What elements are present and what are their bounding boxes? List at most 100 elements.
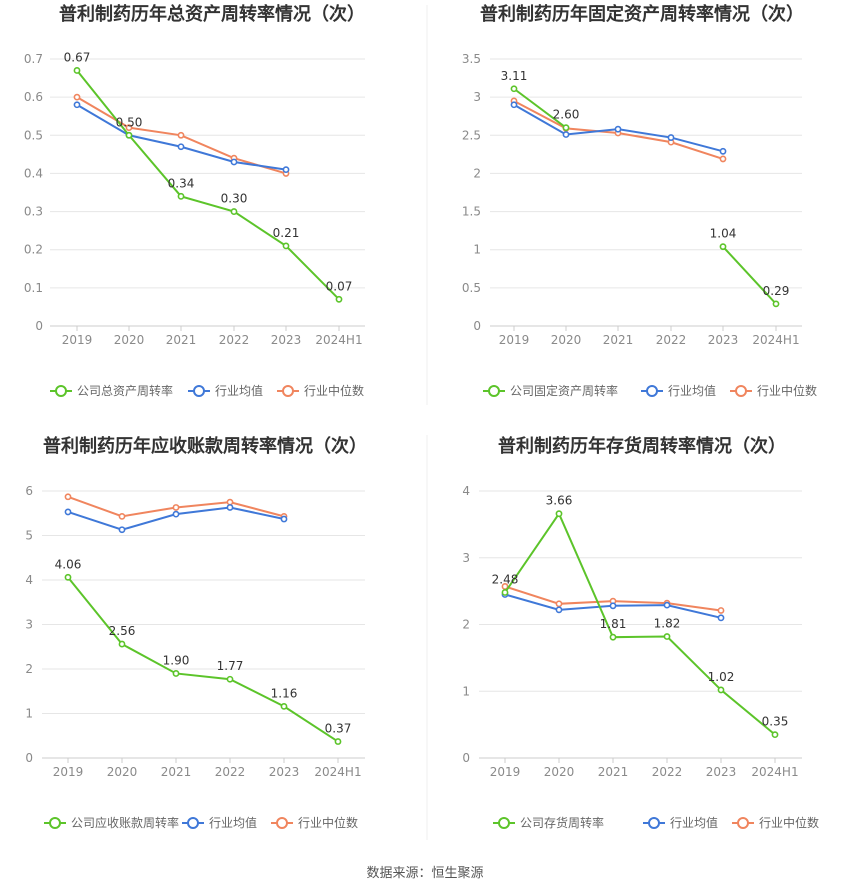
data-label: 2.48 (492, 572, 519, 586)
y-tick-label: 1 (462, 684, 470, 698)
data-label: 2.56 (109, 624, 136, 638)
data-label: 1.90 (163, 653, 190, 667)
y-tick-label: 5 (25, 529, 33, 543)
legend-marker-average (646, 385, 658, 397)
series-line-company (67, 576, 339, 743)
data-point-company (230, 208, 238, 215)
data-label: 0.07 (326, 279, 353, 293)
x-tick-label: 2022 (652, 765, 683, 779)
legend-label-median: 行业中位数 (304, 383, 364, 398)
x-tick-label: 2020 (114, 333, 145, 347)
legend-label-company: 公司总资产周转率 (77, 383, 173, 398)
data-point-company (282, 242, 290, 250)
legend-marker-median (735, 385, 747, 397)
data-point-average (562, 131, 570, 138)
data-label: 2.60 (553, 108, 580, 122)
data-point-average (280, 515, 288, 523)
data-point-average (667, 134, 675, 141)
x-tick-label: 2022 (656, 333, 687, 347)
x-tick-label: 2020 (551, 333, 582, 347)
data-point-company (510, 85, 518, 93)
data-point-company (717, 686, 725, 694)
x-tick-label: 2023 (708, 333, 739, 347)
data-point-company (335, 295, 343, 303)
data-label: 1.02 (708, 670, 735, 684)
y-tick-label: 0.5 (24, 128, 43, 142)
y-tick-label: 1 (25, 707, 33, 721)
legend-marker-median (737, 817, 749, 829)
data-point-median (719, 155, 727, 163)
legend-marker-company (55, 385, 67, 397)
data-point-average (226, 504, 234, 511)
data-point-average (64, 508, 72, 516)
legend-label-average: 行业均值 (209, 815, 257, 830)
y-tick-label: 2.5 (462, 128, 481, 142)
x-tick-label: 2024H1 (751, 765, 798, 779)
data-label: 1.16 (271, 686, 298, 700)
data-point-median (717, 607, 725, 614)
data-point-company (280, 702, 288, 710)
data-point-median (226, 498, 234, 506)
x-tick-label: 2021 (603, 333, 634, 347)
x-tick-label: 2019 (490, 765, 521, 779)
data-point-company (609, 633, 617, 641)
data-label: 1.82 (654, 617, 681, 631)
data-point-median (501, 583, 509, 590)
data-label: 1.77 (217, 659, 244, 673)
data-point-average (717, 614, 725, 622)
chart-title: 普利制药历年固定资产周转率情况（次） (480, 3, 804, 25)
data-label: 0.35 (762, 715, 789, 729)
x-tick-label: 2019 (499, 333, 530, 347)
y-tick-label: 1.5 (462, 205, 481, 219)
data-point-company (555, 510, 563, 518)
data-label: 4.06 (55, 557, 82, 571)
data-point-average (614, 125, 622, 133)
y-tick-label: 2 (25, 662, 33, 676)
data-label: 3.11 (501, 69, 528, 83)
y-tick-label: 4 (462, 484, 470, 498)
data-point-average (510, 101, 518, 109)
data-label: 1.81 (600, 617, 627, 631)
y-tick-label: 3 (25, 618, 33, 632)
data-point-average (230, 158, 238, 166)
legend-label-average: 行业均值 (668, 383, 716, 398)
chart-panel-1: 普利制药历年总资产周转率情况（次） 0 0.1 0.2 0.3 0.4 0.5 0.6 0.7 2… (24, 3, 365, 398)
y-tick-label: 4 (25, 573, 33, 587)
x-tick-label: 2024H1 (315, 333, 362, 347)
x-tick-label: 2021 (161, 765, 192, 779)
data-point-median (118, 512, 126, 520)
series-line-company (722, 245, 777, 305)
x-tick-label: 2021 (598, 765, 629, 779)
legend-marker-company (488, 385, 500, 397)
legend-label-company: 公司应收账款周转率 (71, 815, 179, 830)
data-point-company (501, 589, 509, 596)
y-tick-label: 3 (462, 551, 470, 565)
data-label: 0.67 (64, 50, 91, 64)
legend-marker-company (49, 817, 61, 829)
y-tick-label: 0 (462, 751, 470, 765)
legend-marker-average (193, 385, 205, 397)
y-tick-label: 0.4 (24, 166, 43, 180)
data-point-median (73, 93, 81, 101)
x-tick-label: 2019 (62, 333, 93, 347)
data-point-median (125, 124, 133, 132)
data-label: 0.34 (168, 176, 195, 190)
series-line-company (76, 69, 340, 301)
data-point-median (555, 600, 563, 608)
x-tick-label: 2023 (706, 765, 737, 779)
chart-title: 普利制药历年存货周转率情况（次） (498, 435, 786, 457)
chart-panel-2: 普利制药历年固定资产周转率情况（次） 0 0.5 1 1.5 2 2.5 3 3.5 2019 20… (462, 3, 817, 398)
x-tick-label: 2023 (269, 765, 300, 779)
data-point-average (118, 526, 126, 534)
series-line-company (504, 511, 776, 736)
y-tick-label: 0.1 (24, 281, 43, 295)
data-point-company (562, 124, 570, 132)
x-tick-label: 2022 (219, 333, 250, 347)
y-tick-label: 0 (473, 319, 481, 333)
x-tick-label: 2024H1 (314, 765, 361, 779)
x-tick-label: 2020 (544, 765, 575, 779)
legend-label-average: 行业均值 (215, 383, 263, 398)
data-point-average (282, 166, 290, 174)
legend-marker-average (187, 817, 199, 829)
x-tick-label: 2021 (166, 333, 197, 347)
